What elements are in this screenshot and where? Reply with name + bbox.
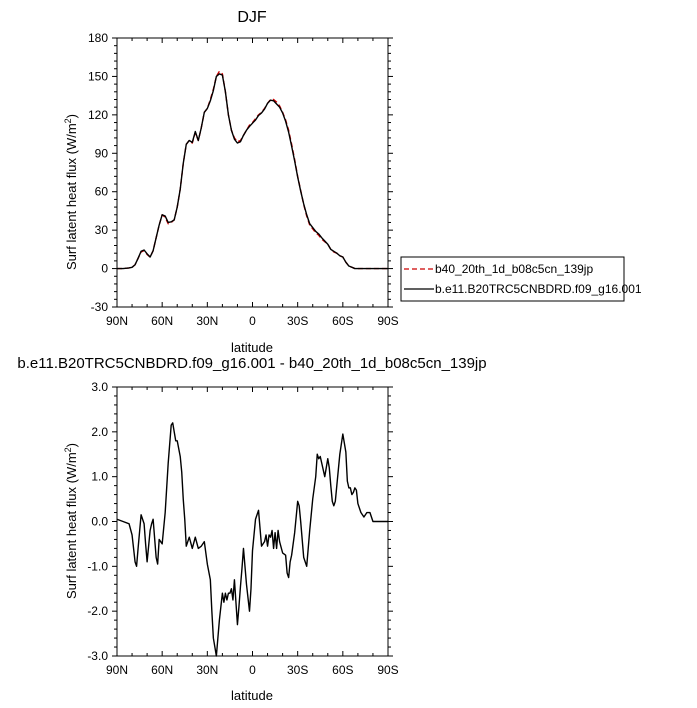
- y-axis-label-close: ): [64, 114, 79, 118]
- legend-box: [400, 256, 625, 302]
- y-axis-label: Surf latent heat flux (W/m2): [63, 443, 79, 599]
- chart-title: DJF: [237, 9, 267, 26]
- y-axis-label-superscript: 2: [63, 447, 73, 452]
- series-lines: [117, 70, 388, 270]
- y-tick-label: -3.0: [87, 649, 108, 663]
- x-tick-label: 30S: [287, 314, 308, 328]
- y-axis-label-superscript: 2: [63, 118, 73, 123]
- y-axis-label-close: ): [64, 443, 79, 447]
- y-tick-label: -2.0: [87, 604, 108, 618]
- x-tick-label: 60S: [332, 314, 353, 328]
- y-tick-label: 2.0: [91, 425, 108, 439]
- y-axis-label-main: Surf latent heat flux (W/m: [64, 452, 79, 599]
- plot-frame: [116, 386, 389, 657]
- y-axis-label-main: Surf latent heat flux (W/m: [64, 123, 79, 270]
- x-tick-label: 30S: [287, 663, 308, 677]
- series-line-1: [116, 422, 388, 657]
- y-tick-label: 3.0: [91, 380, 108, 394]
- plot-frame: [116, 37, 389, 308]
- y-tick-label: 30: [95, 223, 109, 237]
- y-tick-label: -1.0: [87, 559, 108, 573]
- x-tick-label: 0: [249, 314, 256, 328]
- series-line-2: [117, 73, 388, 270]
- x-tick-label: 30N: [196, 314, 218, 328]
- axis-ticks: 90N 60N 30N 0 30S 60S 90S -30 0 30 60 90 120 150 180: [88, 31, 399, 328]
- top-line-chart: DJF latitude Surf latent heat flux (W/m2…: [63, 9, 399, 355]
- x-tick-label: 60S: [332, 663, 353, 677]
- y-tick-label: 60: [95, 185, 109, 199]
- x-axis-label: latitude: [231, 688, 273, 703]
- x-tick-label: 90N: [106, 663, 128, 677]
- y-tick-label: 90: [95, 146, 109, 160]
- y-tick-label: 120: [88, 108, 108, 122]
- x-tick-label: 30N: [196, 663, 218, 677]
- x-tick-label: 90S: [377, 314, 398, 328]
- y-tick-label: 0.0: [91, 515, 108, 529]
- legend-label-series-2: b.e11.B20TRC5CNBDRD.f09_g16.001: [435, 282, 642, 296]
- axis-ticks: 90N 60N 30N 0 30S 60S 90S -3.0 -2.0 -1.0 0.0 1.0 2.0…: [87, 380, 398, 677]
- x-tick-label: 60N: [151, 663, 173, 677]
- chart-title: b.e11.B20TRC5CNBDRD.f09_g16.001 - b40_20…: [17, 355, 486, 372]
- legend: b40_20th_1d_b08c5cn_139jp b.e11.B20TRC5C…: [400, 256, 642, 302]
- bottom-line-chart: b.e11.B20TRC5CNBDRD.f09_g16.001 - b40_20…: [17, 355, 486, 703]
- x-tick-label: 90S: [377, 663, 398, 677]
- legend-label-series-1: b40_20th_1d_b08c5cn_139jp: [435, 262, 593, 276]
- x-tick-label: 90N: [106, 314, 128, 328]
- y-tick-label: 180: [88, 31, 108, 45]
- series-line-1: [117, 70, 388, 270]
- y-tick-label: -30: [91, 300, 109, 314]
- x-tick-label: 0: [249, 663, 256, 677]
- x-axis-label: latitude: [231, 340, 273, 355]
- y-tick-label: 1.0: [91, 470, 108, 484]
- y-tick-label: 150: [88, 69, 108, 83]
- x-tick-label: 60N: [151, 314, 173, 328]
- y-tick-label: 0: [101, 262, 108, 276]
- y-axis-label: Surf latent heat flux (W/m2): [63, 114, 79, 270]
- series-lines: [116, 422, 388, 657]
